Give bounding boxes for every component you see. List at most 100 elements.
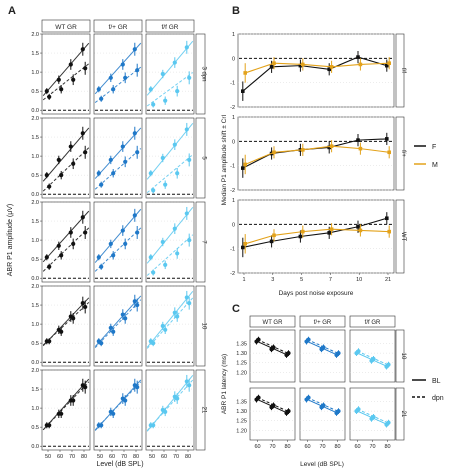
panel-a-dpn-point	[163, 98, 168, 103]
panel-c-y-tick-label: 1.35	[236, 341, 247, 347]
panel-a-dpn-point	[135, 150, 140, 155]
panel-a-y-tick-label: 0.5	[31, 425, 39, 431]
panel-a-facet	[145, 117, 195, 199]
panel-a-row-label: 10	[201, 323, 207, 330]
panel-a-y-tick-label: 1.0	[31, 322, 39, 328]
panel-b-y-tick-label: -2	[230, 188, 235, 194]
panel-b-series-line-f	[242, 56, 387, 92]
panel-a-bl-fit-line	[94, 127, 142, 179]
panel-a-bl-point	[56, 243, 61, 248]
panel-a-dpn-point	[47, 94, 52, 99]
panel-c-x-tick-label: 70	[369, 444, 375, 450]
panel-a-dpn-point	[175, 171, 180, 176]
panel-a-dpn-point	[83, 304, 88, 310]
panel-a-y-tick-label: 0.0	[31, 444, 39, 450]
panel-a-facet-frame	[145, 201, 195, 283]
panel-c-column-strip	[299, 315, 346, 328]
panel-a-bl-fit-line	[94, 295, 142, 347]
panel-a-dpn-point	[111, 411, 116, 416]
panel-a-dpn-point	[71, 77, 76, 82]
panel-a-bl-point	[132, 47, 137, 52]
panel-c-column-strip	[249, 315, 296, 328]
panel-a-dpn-point	[123, 241, 128, 247]
panel-a-x-tick-label: 60	[57, 454, 63, 460]
panel-a-y-tick-label: 0.5	[31, 173, 39, 179]
panel-a-dpn-point	[175, 396, 180, 401]
panel-a-facet-frame	[93, 285, 143, 367]
panel-c-row-label: 21	[400, 411, 406, 418]
panel-a-dpn-fit-line	[42, 302, 90, 346]
panel-a-row-strip	[195, 285, 206, 367]
panel-a-dpn-point	[175, 314, 180, 319]
panel-a-dpn-point	[71, 398, 76, 403]
panel-a-bl-point	[184, 211, 189, 216]
panel-b-point-f	[298, 234, 303, 239]
panel-c-dpn-point	[356, 349, 361, 354]
panel-a-dpn-fit-line	[94, 381, 142, 431]
panel-c-legend-label-dpn: dpn	[432, 395, 444, 402]
panel-a-column-label: WT GR	[55, 24, 77, 31]
panel-a-bl-point	[80, 47, 85, 52]
panel-a-y-tick-label: 0.5	[31, 341, 39, 347]
panel-a-column-label: f/+ GR	[109, 24, 128, 31]
panel-b-row-label: WT	[400, 232, 406, 242]
panel-c-facet-frame	[349, 329, 396, 383]
panel-a-y-tick-label: 0.0	[31, 108, 39, 114]
panel-c-x-tick-label: 60	[254, 444, 260, 450]
panel-c-dpn-point	[286, 409, 291, 414]
panel-a-dpn-point	[83, 66, 88, 71]
panel-c-facet-frame	[299, 329, 346, 383]
panel-b-point-m	[387, 229, 391, 234]
panel-c-x-tick-label: 80	[284, 444, 290, 450]
panel-a-dpn-point	[187, 383, 192, 388]
panel-a-dpn-fit-line	[146, 379, 194, 431]
panel-a-bl-point	[44, 89, 49, 94]
panel-a-dpn-point	[111, 87, 116, 92]
panel-a-dpn-point	[59, 173, 64, 178]
panel-a-dpn-point	[123, 398, 128, 403]
panel-b-point-m	[243, 71, 247, 75]
panel-c-y-tick-label: 1.25	[236, 419, 247, 425]
panel-b-legend-label-f: F	[432, 144, 436, 151]
panel-a-bl-point	[80, 131, 85, 136]
panel-a-bl-point	[68, 62, 73, 67]
panel-a-facet	[145, 369, 195, 451]
panel-b-point-m	[387, 150, 391, 155]
panel-a-dpn-point	[59, 411, 64, 416]
panel-a-y-tick-label: 2.0	[31, 32, 39, 38]
panel-a-bl-point	[172, 226, 177, 231]
panel-b-point-m	[243, 162, 247, 167]
panel-b-point-m	[329, 227, 334, 231]
panel-a-bl-point	[120, 228, 125, 233]
panel-a-facet	[145, 33, 195, 115]
panel-a-dpn-point	[99, 264, 104, 269]
panel-a-row-label: 3 dpn	[201, 66, 207, 81]
panel-a-dpn-point	[47, 184, 52, 189]
panel-a-bl-point	[148, 87, 153, 92]
panel-a-row-strip	[195, 33, 206, 115]
panel-a-bl-point	[96, 87, 101, 92]
panel-c-dpn-point	[256, 395, 261, 400]
panel-a-dpn-point	[99, 96, 104, 101]
panel-a-y-tick-label: 0.5	[31, 257, 39, 263]
panel-b-y-tick-label: 0	[232, 139, 235, 145]
panel-a-row-strip	[195, 201, 206, 283]
panel-b-point-m	[358, 62, 363, 67]
panel-a-y-tick-label: 1.0	[31, 70, 39, 76]
panel-a-dpn-point	[47, 339, 52, 344]
panel-a-bl-point	[172, 310, 177, 315]
panel-c-y-tick-label: 1.30	[236, 351, 247, 357]
panel-a-dpn-point	[111, 171, 116, 176]
panel-a-bl-point	[120, 62, 125, 67]
panel-a-dpn-point	[123, 159, 128, 164]
panel-a-facet	[93, 201, 143, 283]
panel-c-y-axis-label: ABR P1 latency (ms)	[221, 354, 228, 414]
panel-a-dpn-fit-line	[42, 147, 90, 192]
panel-c-x-tick-label: 60	[304, 444, 310, 450]
panel-a-bl-point	[56, 157, 61, 163]
panel-a-column-strip	[145, 19, 195, 33]
panel-b-row-label: f/f	[400, 68, 406, 73]
panel-a-column-strip	[93, 19, 143, 33]
panel-a-facet	[145, 201, 195, 283]
panel-a-dpn-point	[111, 329, 116, 334]
